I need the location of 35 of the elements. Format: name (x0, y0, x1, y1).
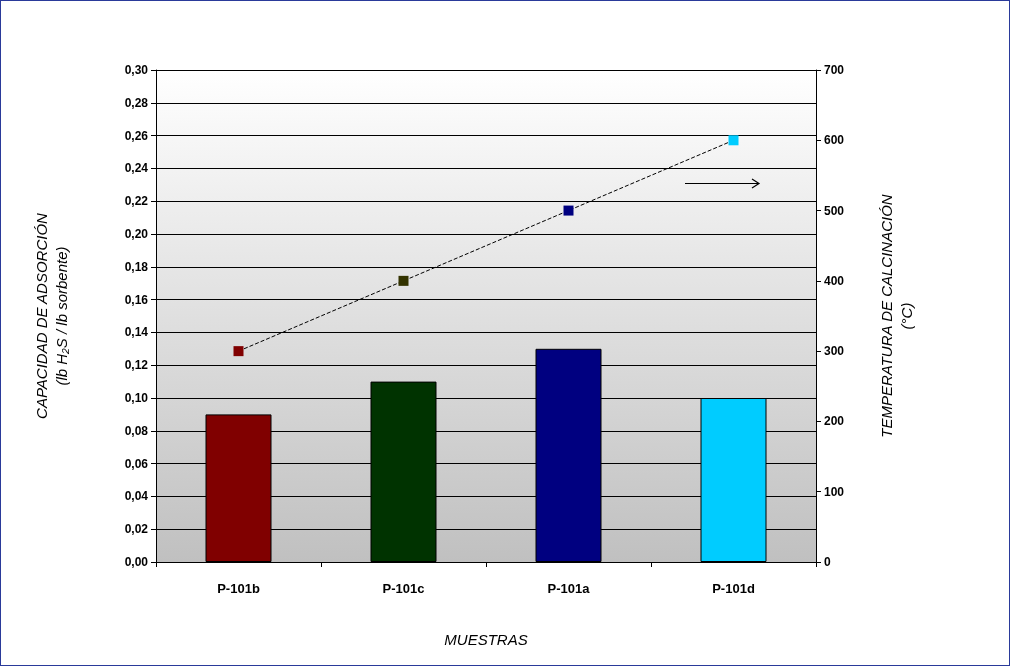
y-tick-label: 0,28 (124, 95, 149, 110)
y-tick-label: 0,02 (124, 522, 149, 537)
y2-tick-label: 0 (824, 555, 831, 569)
y-tick-label: 0,22 (124, 194, 149, 209)
y2-tick-label: 100 (824, 484, 845, 499)
y2-axis-title: TEMPERATURA DE CALCINACIÓN (°C) (877, 194, 915, 438)
x-tick-label: P-101b (217, 581, 260, 596)
x-tick-label: P-101d (712, 581, 755, 596)
y-tick-label: 0,14 (124, 325, 149, 340)
y2-tick-label: 400 (824, 273, 845, 288)
y2-tick-label: 500 (824, 203, 845, 218)
y-tick-label: 0,10 (124, 391, 149, 405)
y-tick-label: 0,26 (124, 128, 149, 143)
y2-tick-label: 300 (824, 344, 845, 359)
y2-tick-label: 200 (824, 414, 845, 429)
y-tick-label: 0,08 (124, 423, 149, 438)
x-axis-title: MUESTRAS (444, 631, 528, 648)
x-tick-label: P-101a (547, 581, 591, 596)
point (233, 346, 244, 357)
y-tick-label: 0,16 (124, 292, 149, 307)
point (728, 135, 739, 146)
y2-tick-label: 700 (824, 63, 845, 77)
y-tick-label: 0,18 (124, 259, 149, 274)
x-tick-label: P-101c (382, 581, 425, 596)
y-tick-label: 0,06 (124, 456, 149, 471)
y-tick-label: 0,30 (124, 63, 149, 77)
y-axis-title: CAPACIDAD DE ADSORCIÓN (lb H₂S / lb sorbente) (32, 212, 70, 419)
y-tick-label: 0,24 (124, 161, 149, 176)
y-tick-label: 0,12 (124, 358, 149, 373)
point (563, 205, 574, 216)
y-tick-label: 0,20 (124, 227, 149, 241)
y2-tick-label: 600 (824, 133, 845, 148)
point (398, 275, 409, 286)
y-tick-label: 0,00 (124, 555, 149, 569)
y-tick-label: 0,04 (124, 489, 149, 504)
